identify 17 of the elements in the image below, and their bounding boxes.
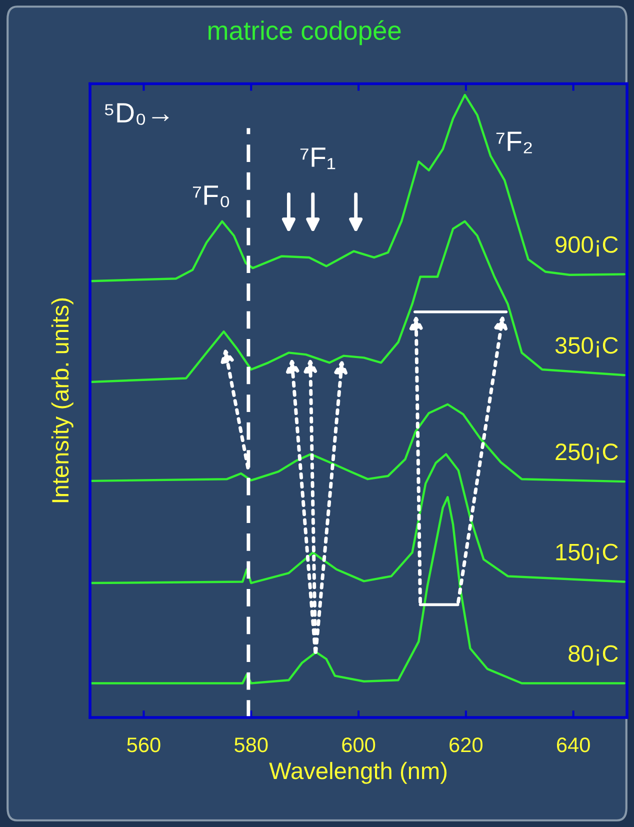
annotation: ⁷F₀ [192, 186, 230, 208]
x-tick-label: 620 [450, 738, 482, 752]
x-tick-label: 640 [557, 738, 590, 752]
series-label: 900¡C [556, 236, 618, 256]
y-axis-title: Intensity (arb. units) [51, 298, 74, 502]
annotation: ⁷F₁ [300, 148, 336, 170]
series-label: 250¡C [556, 444, 618, 464]
x-tick-label: 560 [127, 738, 160, 752]
x-axis-title: Wavelength (nm) [269, 762, 447, 784]
chart-title: matrice codopée [208, 20, 401, 46]
annotation: ⁵D₀→ [104, 103, 169, 125]
annotation: ⁷F₂ [496, 132, 532, 154]
x-tick-label: 600 [342, 738, 376, 752]
x-tick-label: 580 [234, 738, 268, 752]
series-label: 350¡C [555, 337, 618, 358]
series-label: 150¡C [556, 544, 618, 564]
series-label: 80¡C [568, 645, 618, 666]
